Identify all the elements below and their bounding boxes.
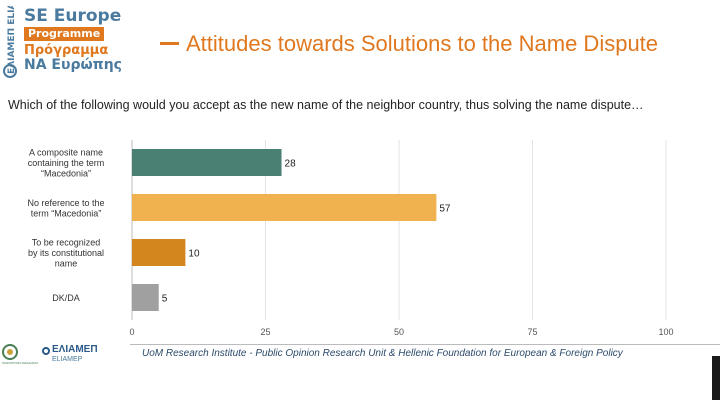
logo-line-programma: Πρόγραμμα — [24, 43, 109, 58]
logo-vertical-text: ΕΛΙΑΜΕΠ ELIAMEP — [7, 6, 17, 74]
logo-line-programme: Programme — [24, 27, 105, 41]
category-label-2: To be recognized by its constitutional nam… — [28, 238, 104, 269]
eliamep-footer-icon — [42, 347, 50, 355]
category-label-line: A composite name — [29, 148, 103, 158]
screen-edge — [712, 356, 720, 400]
x-tick-label-50: 50 — [394, 327, 404, 337]
category-label-line: term “Macedonia” — [31, 208, 102, 218]
category-label-line: “Macedonia” — [41, 169, 91, 179]
category-label-line: No reference to the — [27, 198, 104, 208]
university-macedonia-logo: ΠΑΝΕΠΙΣΤΗΜΙΟ ΜΑΚΕΔΟΝΙΑΣ — [2, 344, 39, 365]
category-label-line: by its constitutional — [28, 248, 104, 258]
eliamep-vertical-logo: ΕΛΙΑΜΕΠ ELIAMEP — [7, 6, 17, 74]
category-label-line: To be recognized — [32, 238, 101, 248]
x-tick-label-100: 100 — [658, 327, 673, 337]
page-title: Attitudes towards Solutions to the Name … — [186, 31, 659, 56]
category-labels: A composite name containing the term “Mace… — [27, 148, 104, 304]
category-label-line: name — [55, 259, 78, 269]
footer-credit: UoM Research Institute - Public Opinion … — [142, 348, 623, 359]
title-accent-rule — [160, 42, 179, 45]
data-label-0: 28 — [285, 159, 297, 170]
category-label-1: No reference to the term “Macedonia” — [27, 198, 104, 219]
data-label-2: 10 — [188, 249, 200, 260]
bar-2 — [132, 239, 186, 266]
category-label-0: A composite name containing the term “Mace… — [28, 148, 105, 179]
data-label-3: 5 — [162, 294, 168, 305]
x-tick-label-25: 25 — [260, 327, 270, 337]
bar-1 — [132, 194, 437, 221]
x-tick-label-0: 0 — [129, 327, 134, 337]
bars: 28 57 10 5 — [132, 149, 451, 311]
category-label-line: containing the term — [28, 158, 105, 168]
category-label-3: DK/DA — [52, 293, 80, 303]
footer-divider — [130, 344, 720, 363]
eliamep-footer-logo: ΕΛΙΑΜΕΠ ELIAMEP — [52, 345, 98, 364]
data-label-1: 57 — [439, 204, 451, 215]
logo-line-se-europe: SE Europe — [24, 6, 122, 26]
category-label-line: DK/DA — [52, 293, 80, 303]
eliamep-footer-logo-main: ΕΛΙΑΜΕΠ — [52, 344, 98, 355]
survey-question: Which of the following would you accept … — [8, 98, 644, 112]
logo1-caption: ΠΑΝΕΠΙΣΤΗΜΙΟ ΜΑΚΕΔΟΝΙΑΣ — [2, 362, 39, 365]
logo-line-na-evropis: ΝΑ Ευρώπης — [24, 57, 122, 73]
bar-3 — [132, 284, 159, 311]
logo-circle-icon — [3, 64, 17, 78]
bar-chart: 28 57 10 5 A composite name containing the t… — [27, 140, 674, 337]
x-tick-labels: 0 25 50 75 100 — [129, 327, 673, 337]
x-tick-label-75: 75 — [527, 327, 537, 337]
bar-0 — [132, 149, 282, 176]
eliamep-footer-logo-sub: ELIAMEP — [52, 356, 83, 363]
se-europe-logo: SE Europe Programme Πρόγραμμα ΝΑ Ευρώπης — [24, 8, 122, 72]
